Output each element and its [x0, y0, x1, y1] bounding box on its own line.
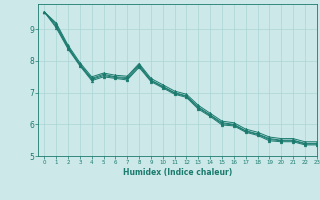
- X-axis label: Humidex (Indice chaleur): Humidex (Indice chaleur): [123, 168, 232, 177]
